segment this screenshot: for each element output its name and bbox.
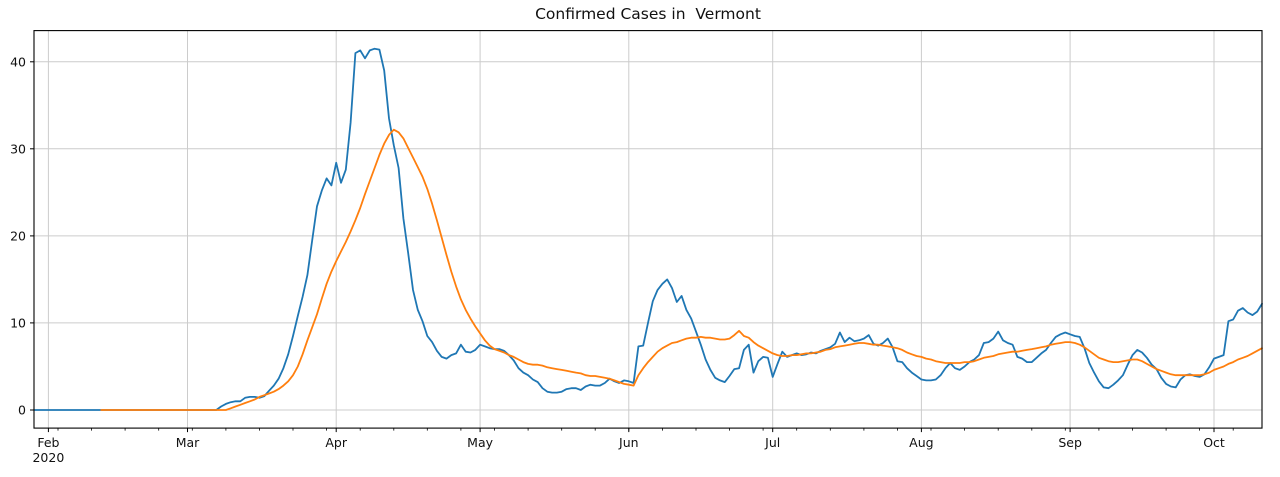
y-tick-label: 40 <box>10 54 26 70</box>
y-tick-label: 20 <box>10 228 26 244</box>
x-tick-label: May <box>467 435 494 451</box>
series-blue-line <box>33 47 1263 411</box>
chart-title: Confirmed Cases in Vermont <box>535 5 761 23</box>
x-tick-label: Aug <box>909 435 934 451</box>
y-tick-label: 10 <box>10 315 26 331</box>
x-tick-label: Feb 2020 <box>32 435 65 466</box>
series-orange-line <box>100 128 1263 411</box>
plot-border <box>33 30 1263 429</box>
x-tick-label: Oct <box>1203 435 1225 451</box>
x-tick-label: Jul <box>765 435 781 451</box>
x-tick-label: Apr <box>325 435 347 451</box>
x-tick-label: Sep <box>1058 435 1082 451</box>
y-tick-label: 30 <box>10 141 26 157</box>
y-tick-label: 0 <box>18 402 26 418</box>
x-tick-label: Mar <box>175 435 200 451</box>
x-tick-label: Jun <box>619 435 639 451</box>
